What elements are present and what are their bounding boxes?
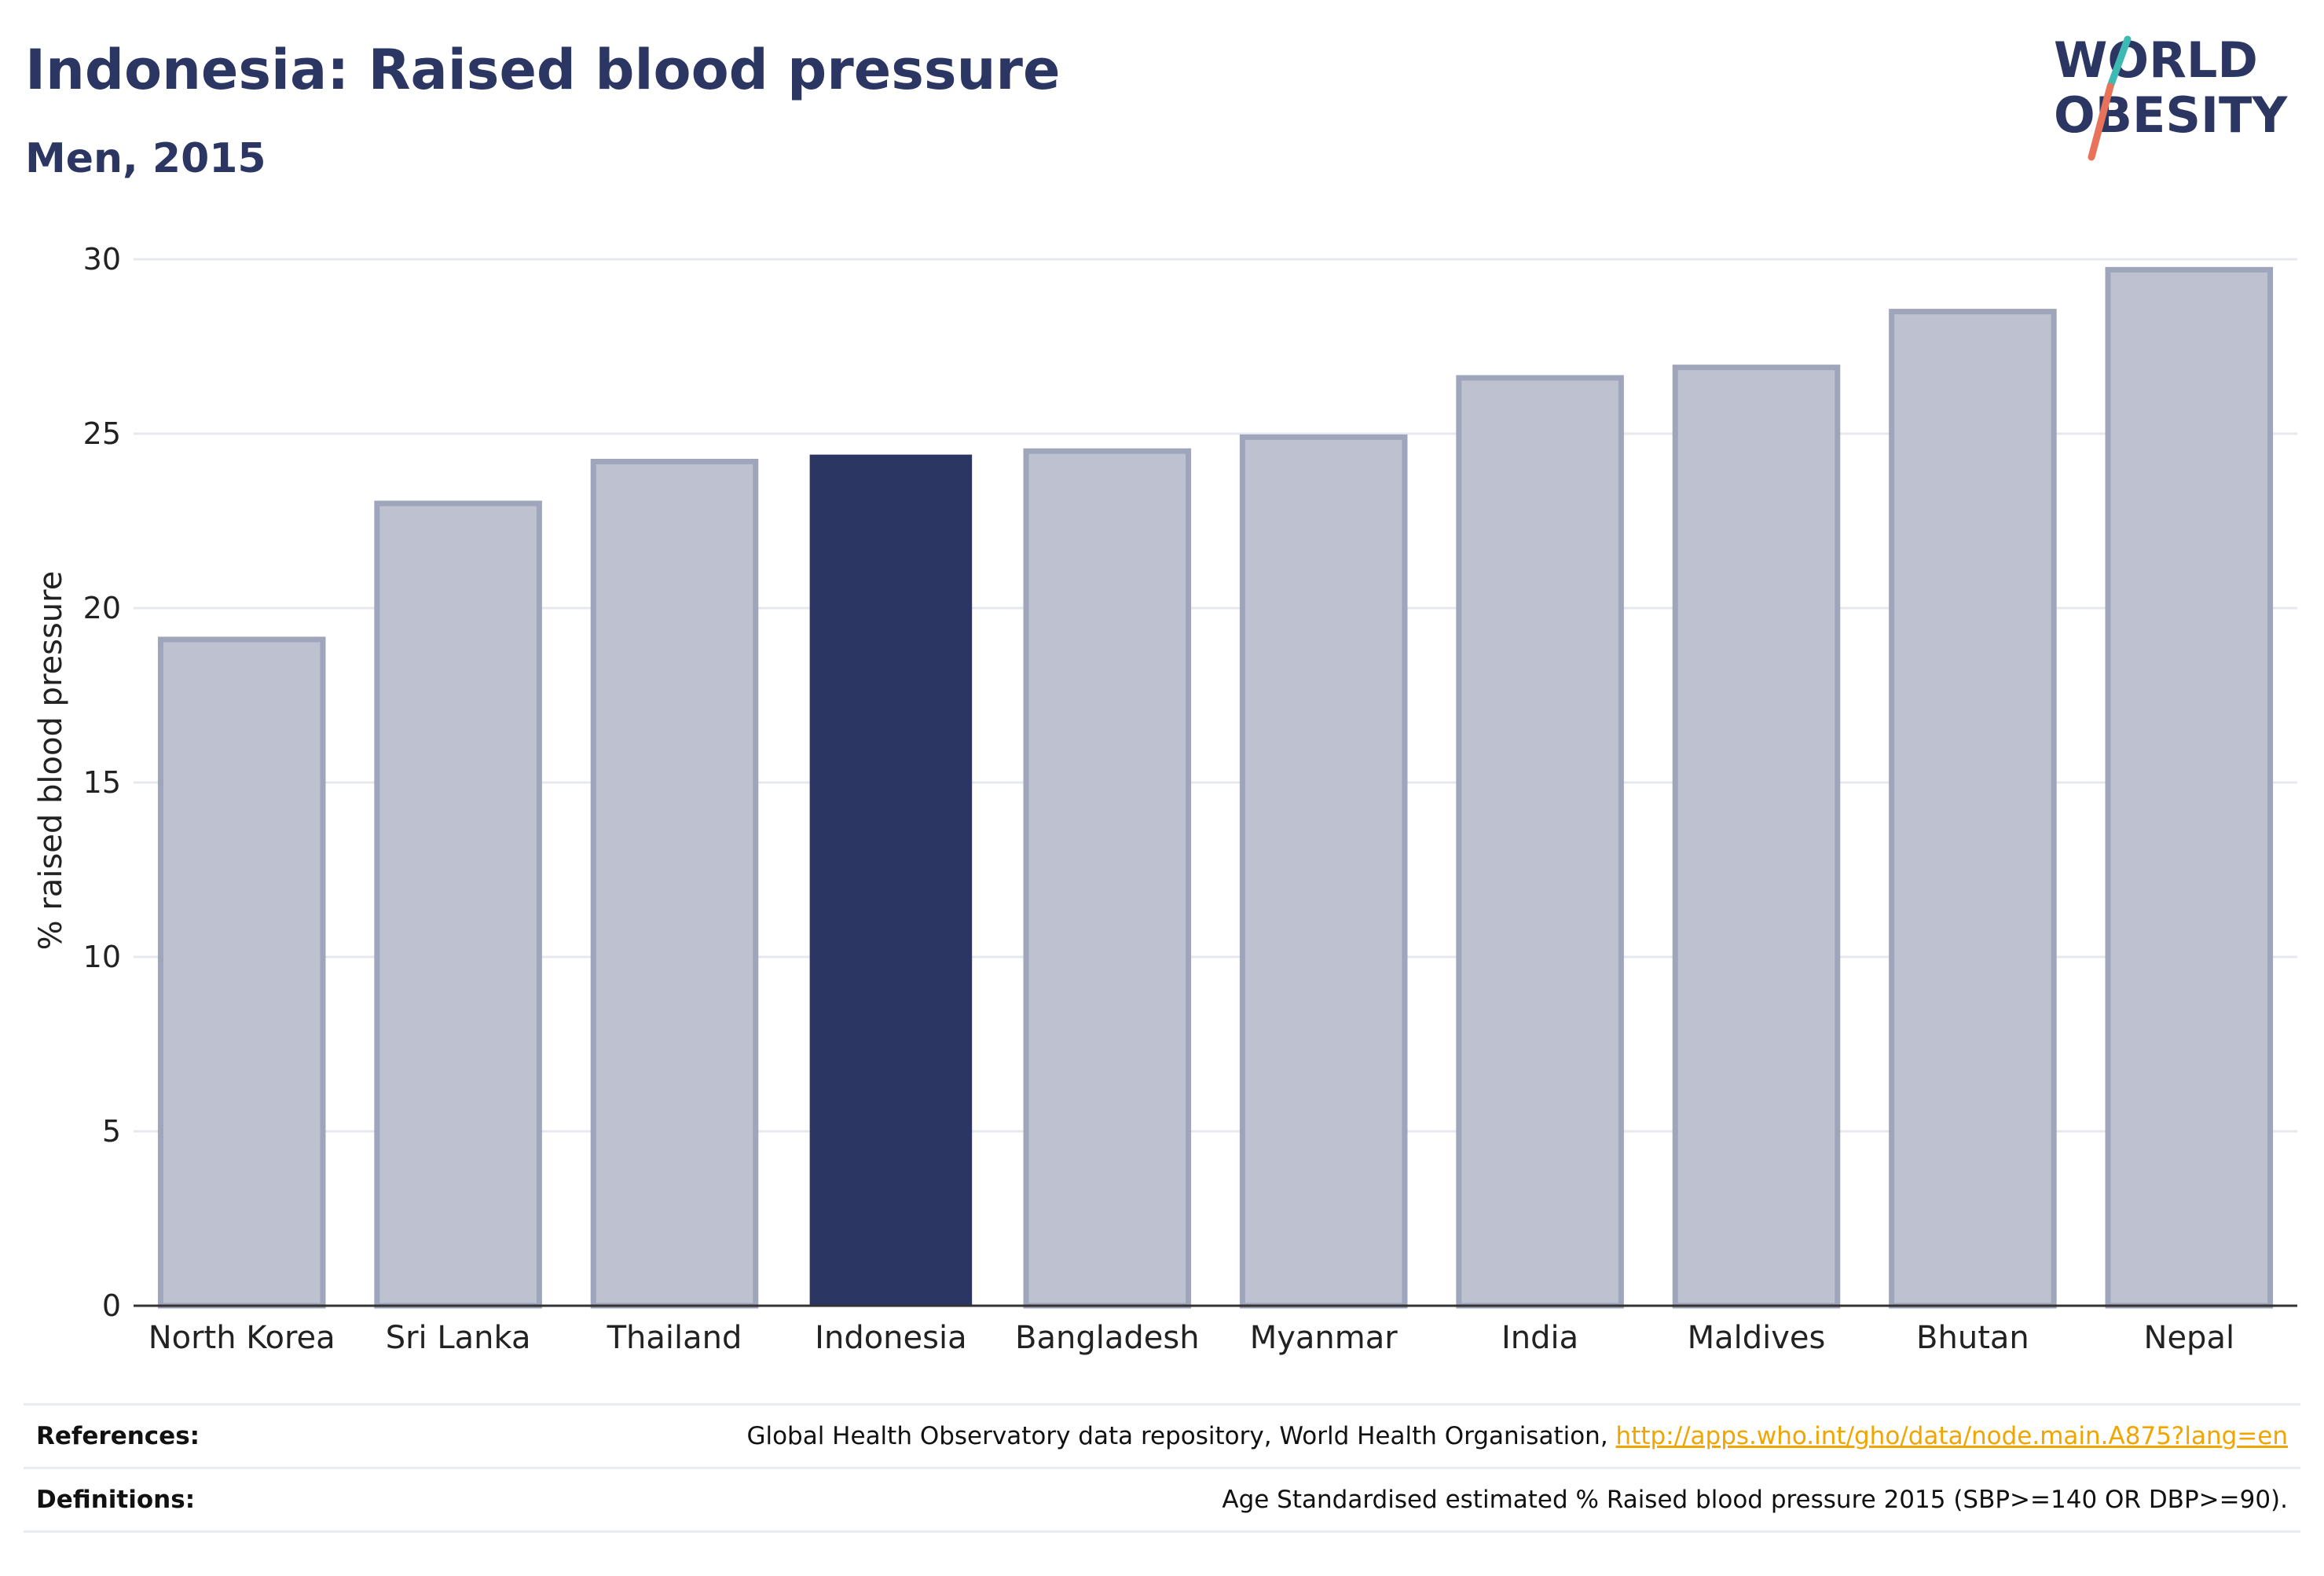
chart-subtitle: Men, 2015 (25, 135, 266, 182)
references-value: Global Health Observatory data repositor… (746, 1422, 2288, 1450)
world-obesity-logo: WORLD OBESITY (2054, 31, 2288, 161)
logo-slash-top (2106, 35, 2132, 90)
x-tick-label: Bhutan (1916, 1320, 2029, 1356)
y-tick-label: 5 (102, 1114, 121, 1149)
x-tick-label: Sri Lanka (386, 1320, 531, 1356)
bar-indonesia (809, 454, 973, 1306)
y-tick-label: 25 (83, 416, 121, 451)
bar-sri-lanka (374, 500, 542, 1309)
x-tick-label: Thailand (607, 1320, 742, 1356)
y-tick-label: 30 (83, 242, 121, 277)
bar-north-korea (157, 636, 326, 1309)
x-tick-label: North Korea (148, 1320, 335, 1356)
references-link[interactable]: http://apps.who.int/gho/data/node.main.A… (1615, 1422, 2288, 1450)
x-tick-label: Myanmar (1250, 1320, 1398, 1356)
logo-line-obesity: OBESITY (2054, 86, 2288, 144)
bar-india (1456, 375, 1624, 1309)
x-tick-label: Maldives (1688, 1320, 1826, 1356)
y-tick-label: 15 (83, 765, 121, 800)
y-tick-label: 0 (102, 1288, 121, 1323)
logo-slash-bottom (2088, 82, 2114, 161)
bar-chart: 0 5 10 15 20 25 30 North Korea Sri Lanka Thailand… (33, 242, 2297, 1356)
bar-thailand (590, 459, 759, 1309)
bar-bhutan (1889, 309, 2057, 1309)
bar-nepal (2105, 266, 2274, 1309)
axes: 0 5 10 15 20 25 30 North Korea Sri Lanka Thailand… (83, 242, 2297, 1356)
bars (157, 266, 2274, 1309)
definitions-label: Definitions: (36, 1486, 196, 1514)
logo-line-world: WORLD (2054, 31, 2258, 89)
chart-title: Indonesia: Raised blood pressure (25, 38, 1061, 102)
x-tick-label: Nepal (2144, 1320, 2235, 1356)
bar-myanmar (1239, 434, 1408, 1309)
definitions-text: Age Standardised estimated % Raised bloo… (1222, 1486, 2288, 1514)
references-text: Global Health Observatory data repositor… (746, 1422, 1616, 1450)
references-row: References: Global Health Observatory da… (24, 1403, 2300, 1467)
x-tick-label: Bangladesh (1015, 1320, 1200, 1356)
bar-maldives (1672, 365, 1841, 1309)
x-tick-label: India (1501, 1320, 1578, 1356)
x-tick-label: Indonesia (815, 1320, 966, 1356)
y-tick-label: 10 (83, 940, 121, 974)
y-axis-label: % raised blood pressure (33, 571, 69, 951)
references-label: References: (36, 1422, 200, 1450)
definitions-row: Definitions: Age Standardised estimated … (24, 1467, 2300, 1533)
y-tick-label: 20 (83, 591, 121, 625)
footer: References: Global Health Observatory da… (24, 1403, 2300, 1533)
bar-bangladesh (1023, 448, 1192, 1309)
